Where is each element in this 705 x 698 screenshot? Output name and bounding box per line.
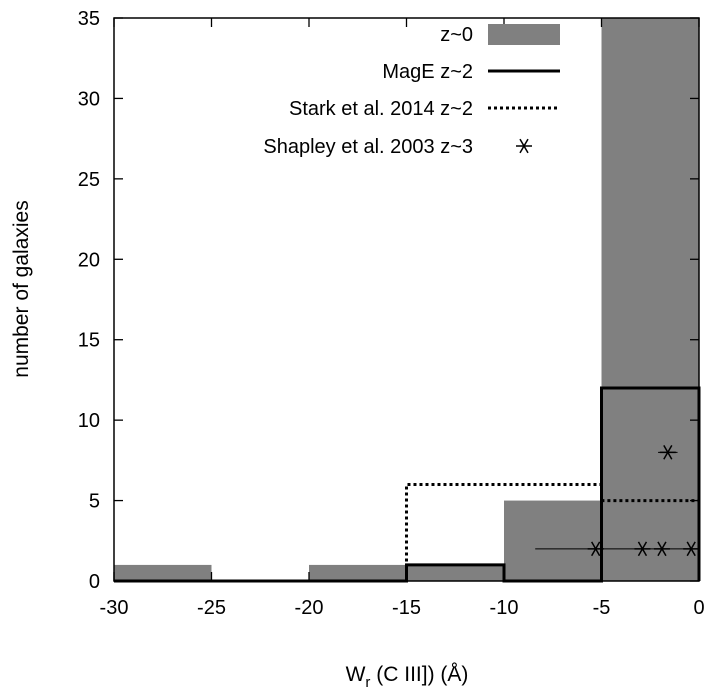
point-shapley [659, 445, 676, 460]
legend-label: MagE z~2 [382, 61, 473, 83]
bar-z0 [601, 18, 699, 581]
x-axis-title-main: W [346, 663, 366, 686]
x-tick-label: 0 [693, 597, 704, 619]
y-tick-label: 15 [78, 330, 100, 352]
x-axis-title-rest: (C III]) (Å) [370, 663, 468, 686]
legend: z~0 MagE z~2 Stark et al. 2014 z~2 Shapley … [263, 24, 560, 158]
y-tick-label: 35 [78, 8, 100, 30]
legend-label: Stark et al. 2014 z~2 [289, 98, 473, 120]
x-tick-label: -25 [197, 597, 226, 619]
plot-frame [113, 17, 700, 582]
x-tick-label: -10 [490, 597, 519, 619]
x-tick-label: -15 [392, 597, 421, 619]
bar-z0 [309, 564, 407, 581]
legend-swatch-shapley [516, 138, 532, 154]
x-tick-label: -20 [295, 597, 324, 619]
x-axis-title: Wr (C III]) (Å) [346, 663, 469, 691]
bar-z0 [504, 500, 602, 581]
legend-label: z~0 [440, 24, 473, 46]
point-shapley [634, 541, 651, 557]
y-axis-title: number of galaxies [10, 200, 33, 377]
x-tick-label: -5 [593, 597, 611, 619]
x-axis-title-subscript: r [365, 674, 370, 691]
point-shapley [683, 541, 700, 557]
legend-swatch-z0 [488, 24, 560, 45]
axis-ticks: -30 -25 -20 -15 -10 -5 0 0 5 10 15 20 25 30 35 [78, 8, 705, 619]
x-tick-label: -30 [100, 597, 129, 619]
legend-label: Shapley et al. 2003 z~3 [263, 136, 473, 158]
point-shapley [587, 541, 604, 557]
y-tick-label: 30 [78, 88, 100, 110]
y-tick-label: 0 [89, 571, 100, 593]
y-tick-label: 10 [78, 410, 100, 432]
bar-z0 [114, 564, 212, 581]
y-tick-label: 25 [78, 169, 100, 191]
bar-z0 [406, 564, 504, 581]
y-tick-label: 5 [89, 491, 100, 513]
point-shapley [653, 541, 670, 557]
y-tick-label: 20 [78, 249, 100, 271]
